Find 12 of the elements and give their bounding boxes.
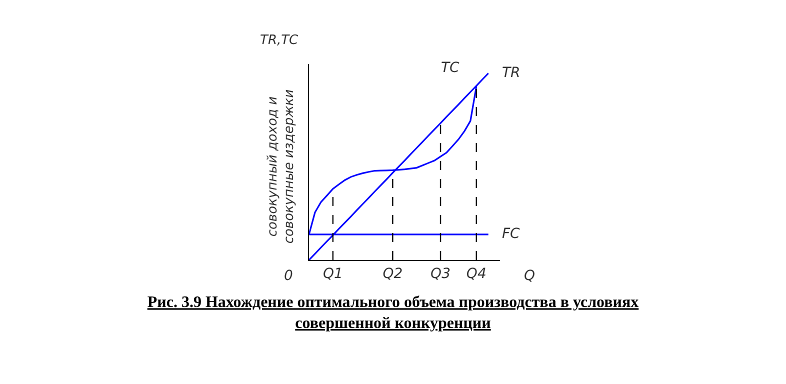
text: Рис. 3.9 Нахождение оптимального объема производства в условиях совершенной конкуренции [147,294,639,332]
text: 0 [284,268,293,284]
y-axis-title: совокупный доход и совокупные издержки [265,89,298,244]
x-tick-label: Q1 [322,266,343,282]
x-tick-label: Q2 [382,266,403,282]
x-axis-title: Q [524,268,536,284]
x-tick-label: Q4 [466,266,486,282]
series-label: FC [502,226,520,242]
series-label: TC [441,60,460,76]
text: TR,TC [260,33,300,48]
series-label: TR [502,65,520,81]
x-tick-label: Q3 [430,266,450,282]
